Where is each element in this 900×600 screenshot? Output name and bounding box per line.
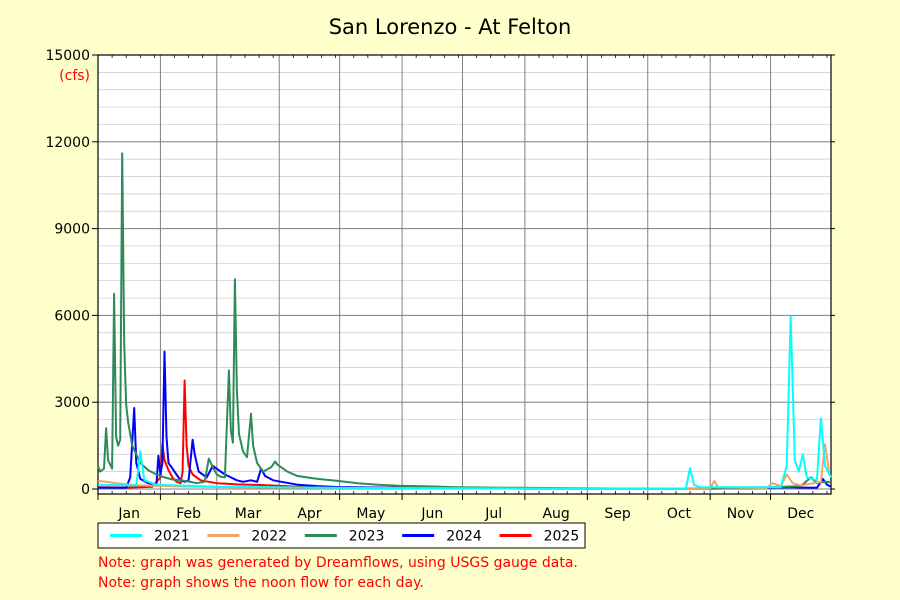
legend-label-2023: 2023 — [349, 529, 385, 545]
legend: 2021 2022 2023 2024 2025 — [97, 522, 586, 549]
y-tick-label: 9000 — [54, 222, 90, 238]
x-tick-label-jun: Jun — [420, 506, 443, 522]
series-line-2022 — [97, 443, 830, 490]
y-tick-label: 6000 — [54, 308, 90, 324]
chart-title: San Lorenzo - At Felton — [329, 15, 572, 39]
x-tick-label-jul: Jul — [484, 506, 502, 522]
legend-label-2024: 2024 — [446, 529, 482, 545]
plot-area: 0 3000 6000 9000 12000 15000 Jan Feb Mar Apr May Ju… — [45, 48, 835, 522]
legend-label-2025: 2025 — [544, 529, 580, 545]
series-line-2021 — [97, 315, 832, 490]
y-tick-label: 12000 — [45, 135, 90, 151]
y-tick-label: 3000 — [54, 395, 90, 411]
x-tick-label-mar: Mar — [235, 506, 262, 522]
x-tick-label-apr: Apr — [297, 506, 321, 522]
x-tick-label-may: May — [356, 506, 385, 522]
x-tick-label-nov: Nov — [727, 506, 754, 522]
x-tick-label-oct: Oct — [667, 506, 692, 522]
legend-label-2022: 2022 — [251, 529, 287, 545]
y-axis-unit-label: (cfs) — [59, 68, 90, 84]
x-tick-label-jan: Jan — [117, 506, 140, 522]
x-tick-label-sep: Sep — [604, 506, 631, 522]
y-tick-label: 0 — [81, 482, 90, 498]
x-tick-label-feb: Feb — [176, 506, 201, 522]
note-noon-flow: Note: graph shows the noon flow for each… — [98, 575, 424, 591]
legend-label-2021: 2021 — [154, 529, 190, 545]
plot-background — [97, 54, 832, 495]
x-tick-label-aug: Aug — [542, 506, 569, 522]
y-tick-label: 15000 — [45, 48, 90, 64]
note-data-source: Note: graph was generated by Dreamflows,… — [98, 555, 578, 571]
plot-frame — [97, 54, 832, 495]
x-tick-label-dec: Dec — [787, 506, 814, 522]
